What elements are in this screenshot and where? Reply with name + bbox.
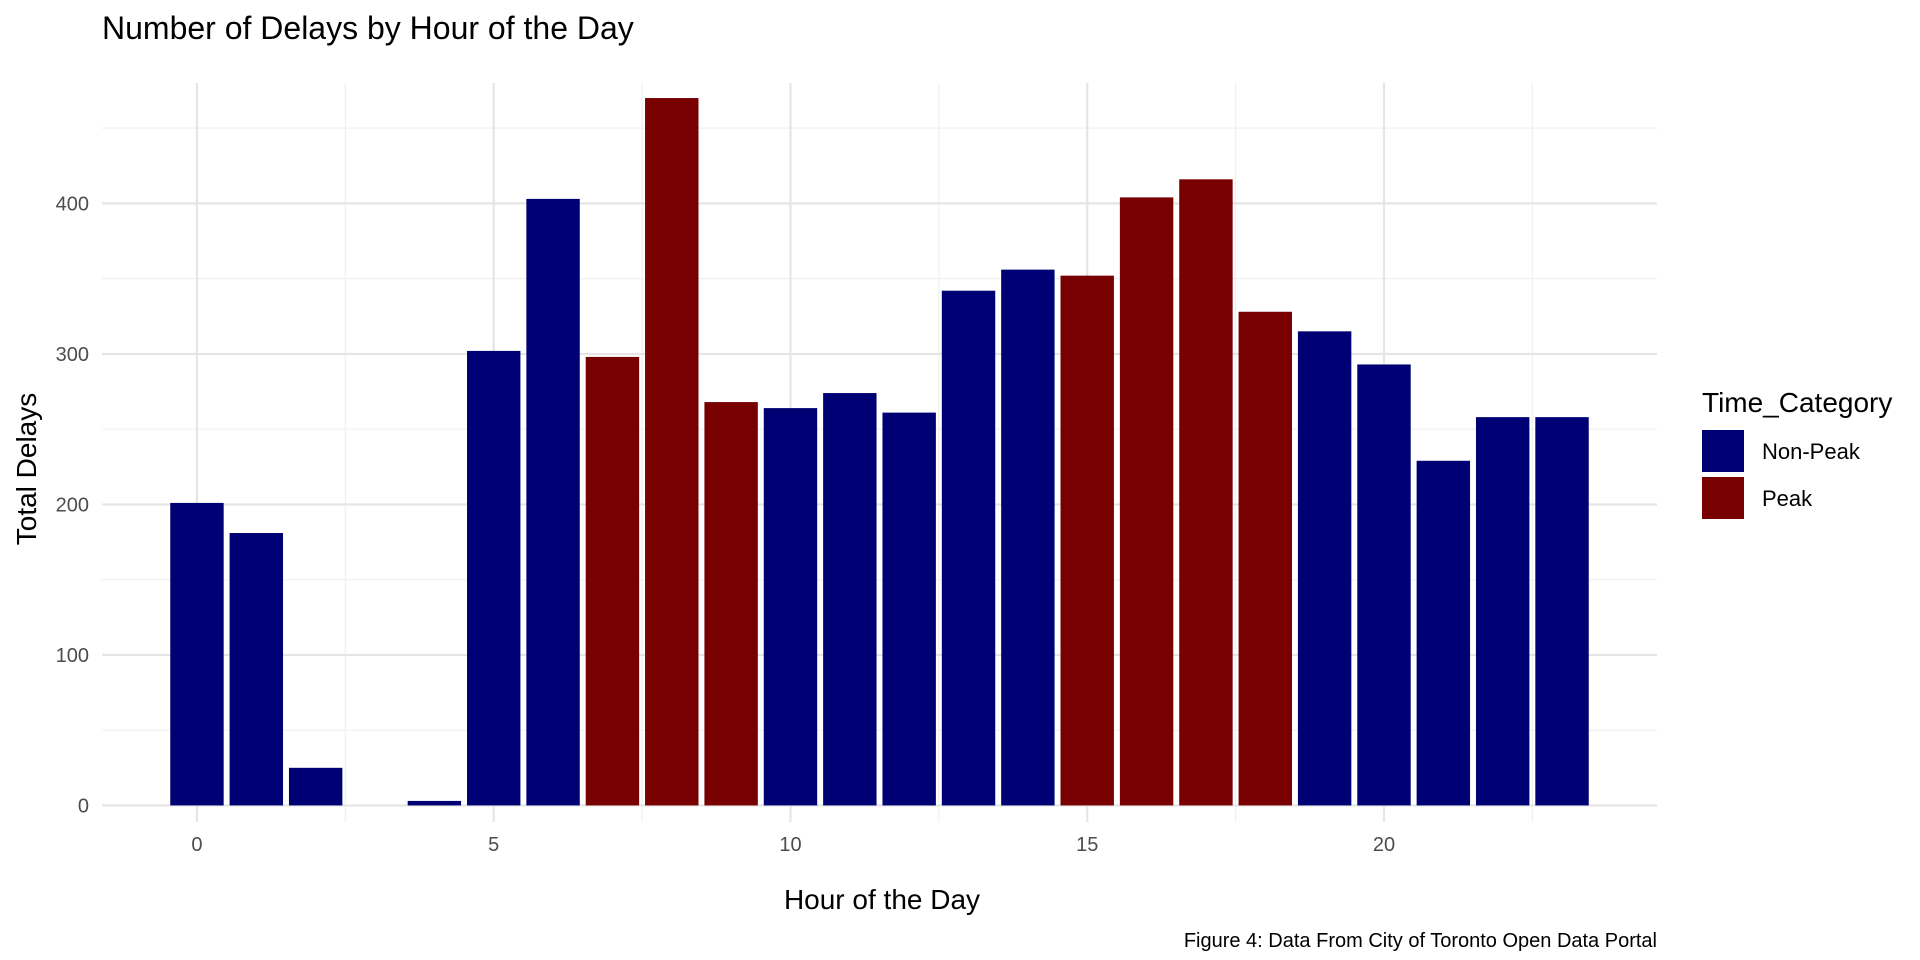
bar-hour-4: [407, 800, 462, 806]
bar-hour-23: [1535, 417, 1589, 806]
x-tick-label: 15: [1076, 834, 1098, 856]
x-tick-label: 10: [779, 834, 801, 856]
x-tick-label: 20: [1373, 834, 1395, 856]
bar-hour-18: [1238, 311, 1292, 806]
legend-label-non-peak: Non-Peak: [1762, 439, 1861, 464]
bar-hour-10: [763, 408, 818, 806]
legend-title: Time_Category: [1702, 387, 1892, 418]
y-tick-label: 100: [56, 645, 89, 667]
bar-hour-1: [229, 533, 284, 806]
bar-hour-21: [1416, 460, 1471, 806]
bar-hour-11: [823, 393, 877, 806]
bar-hour-22: [1475, 417, 1530, 806]
y-axis-title: Total Delays: [11, 393, 42, 546]
y-tick-label: 300: [56, 344, 89, 366]
bars: [170, 98, 1589, 806]
bar-hour-19: [1297, 331, 1352, 806]
x-tick-label: 5: [488, 834, 499, 856]
legend-swatch-non-peak: [1702, 430, 1744, 472]
x-axis-title: Hour of the Day: [784, 884, 980, 915]
bar-hour-6: [526, 198, 580, 806]
x-axis-ticks: 0 5 10 15 20: [191, 834, 1395, 856]
legend-swatch-peak: [1702, 477, 1744, 519]
bar-hour-8: [645, 98, 699, 806]
chart-title: Number of Delays by Hour of the Day: [102, 10, 634, 46]
bar-hour-16: [1119, 197, 1174, 806]
bar-hour-17: [1179, 179, 1233, 806]
bar-hour-13: [941, 290, 996, 806]
bar-hour-9: [704, 402, 758, 806]
bar-hour-14: [1001, 269, 1055, 806]
figure-caption: Figure 4: Data From City of Toronto Open…: [1184, 930, 1657, 952]
bar-hour-12: [882, 412, 936, 806]
bar-hour-20: [1357, 364, 1411, 806]
x-tick-label: 0: [191, 834, 202, 856]
bar-hour-2: [288, 767, 343, 806]
bar-hour-15: [1060, 275, 1114, 806]
y-axis-ticks: 0 100 200 300 400: [56, 193, 89, 817]
y-tick-label: 200: [56, 494, 89, 516]
bar-hour-0: [170, 502, 224, 806]
y-tick-label: 400: [56, 193, 89, 215]
legend-label-peak: Peak: [1762, 486, 1813, 511]
bar-hour-5: [467, 350, 521, 806]
legend: Time_Category Non-Peak Peak: [1702, 387, 1892, 519]
bar-hour-7: [585, 356, 640, 806]
y-tick-label: 0: [78, 795, 89, 817]
